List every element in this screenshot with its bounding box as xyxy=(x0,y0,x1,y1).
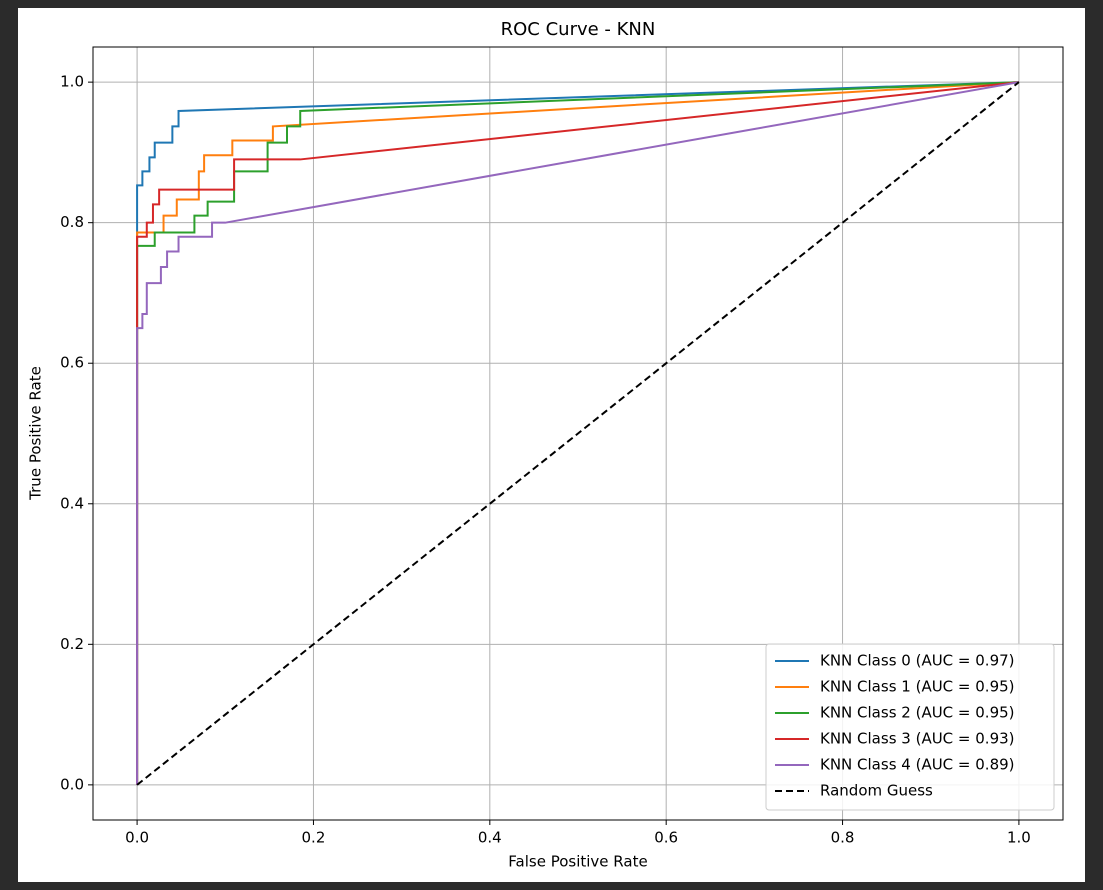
x-tick-label: 0.0 xyxy=(125,829,149,847)
plot-border xyxy=(92,46,1064,821)
x-tick-label: 0.6 xyxy=(654,829,678,847)
chart-title: ROC Curve - KNN xyxy=(501,19,656,40)
y-tick-label: 0.2 xyxy=(60,635,84,653)
y-tick-label: 0.6 xyxy=(60,354,84,372)
y-tick-label: 0.4 xyxy=(60,494,84,512)
roc-line xyxy=(136,81,1020,785)
legend-label: KNN Class 4 (AUC = 0.89) xyxy=(820,756,1015,774)
x-tick-label: 1.0 xyxy=(1007,829,1031,847)
legend-label: Random Guess xyxy=(820,782,933,800)
x-tick-label: 0.2 xyxy=(302,829,326,847)
x-axis-label: False Positive Rate xyxy=(508,853,647,871)
y-tick-label: 0.8 xyxy=(60,213,84,231)
roc-line xyxy=(136,81,1020,786)
x-tick-label: 0.4 xyxy=(478,829,502,847)
legend-label: KNN Class 1 (AUC = 0.95) xyxy=(820,678,1015,696)
y-axis-label: True Positive Rate xyxy=(27,366,45,501)
roc-line xyxy=(136,81,1019,785)
legend-label: KNN Class 3 (AUC = 0.93) xyxy=(820,730,1015,748)
x-tick-label: 0.8 xyxy=(831,829,855,847)
y-tick-label: 1.0 xyxy=(60,73,84,91)
legend-label: KNN Class 0 (AUC = 0.97) xyxy=(820,652,1015,670)
roc-line xyxy=(136,81,1019,785)
legend-box xyxy=(765,643,1055,811)
legend-label: KNN Class 2 (AUC = 0.95) xyxy=(820,704,1015,722)
roc-line xyxy=(136,81,1020,785)
y-tick-label: 0.0 xyxy=(60,775,84,793)
roc-line xyxy=(136,81,1019,785)
